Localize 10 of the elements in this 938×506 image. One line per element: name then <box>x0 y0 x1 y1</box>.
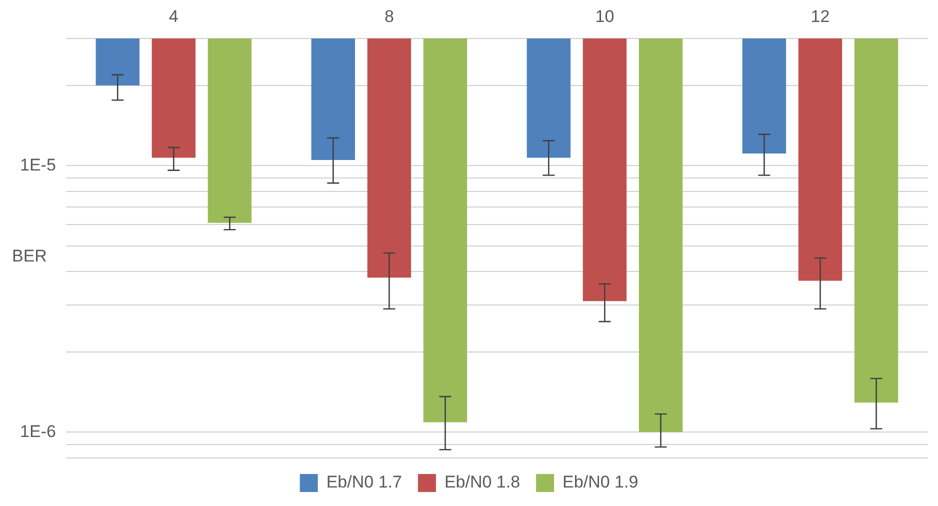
x-tick-label: 8 <box>384 6 394 26</box>
y-tick-label: 1E-6 <box>20 422 56 441</box>
legend-label: Eb/N0 1.7 <box>326 472 402 492</box>
legend-label: Eb/N0 1.8 <box>444 472 520 492</box>
x-tick-label: 10 <box>595 6 614 26</box>
x-tick-label: 4 <box>168 6 178 26</box>
y-tick-label: 1E-5 <box>20 155 56 174</box>
y-axis-title: BER <box>12 246 47 266</box>
legend-label: Eb/N0 1.9 <box>562 472 638 492</box>
x-tick-label: 12 <box>810 6 830 26</box>
